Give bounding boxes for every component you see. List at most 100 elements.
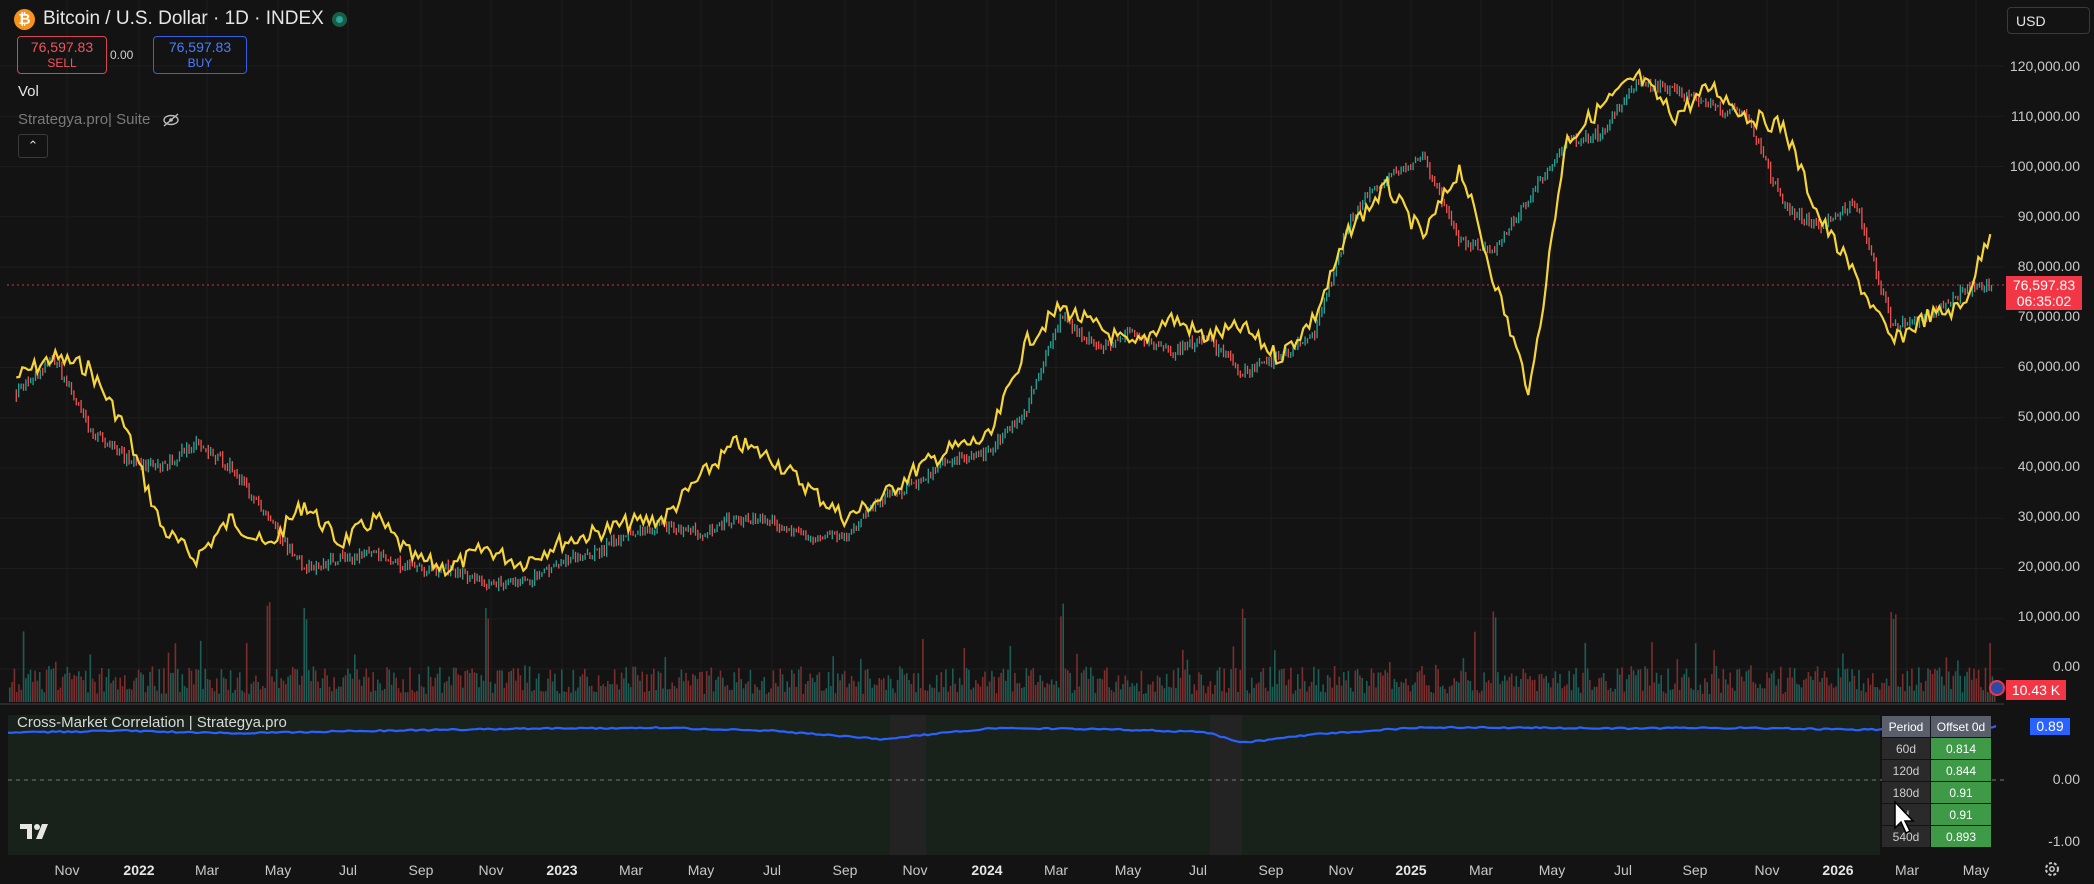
- volume-tag: 10.43 K: [2006, 680, 2066, 700]
- symbol-header[interactable]: ₿ Bitcoin / U.S. Dollar · 1D · INDEX: [14, 8, 347, 30]
- volume-bar: [1980, 686, 1982, 702]
- volume-bar: [1832, 687, 1835, 702]
- volume-bar: [811, 677, 814, 702]
- volume-bar: [1501, 680, 1504, 702]
- correlation-chart[interactable]: [0, 705, 2004, 855]
- volume-bar: [1021, 688, 1023, 702]
- volume-bar: [1244, 617, 1246, 702]
- volume-bar: [1853, 675, 1856, 702]
- volume-bar: [427, 666, 430, 702]
- volume-bar: [1044, 687, 1046, 702]
- volume-bar: [1876, 687, 1879, 702]
- currency-selector[interactable]: USD: [2007, 7, 2090, 34]
- volume-bar: [1214, 684, 1216, 702]
- settings-gear-icon[interactable]: [2044, 861, 2060, 877]
- volume-bar: [1754, 683, 1757, 702]
- volume-bar: [850, 675, 853, 702]
- volume-bar: [965, 668, 968, 702]
- volume-bar: [243, 692, 246, 702]
- volume-bar: [876, 685, 878, 702]
- volume-bar: [657, 671, 660, 702]
- volume-bar: [1101, 679, 1104, 702]
- volume-bar: [565, 691, 568, 702]
- volume-bar: [291, 666, 294, 702]
- volume-bar: [1237, 691, 1239, 702]
- volume-bar: [321, 678, 324, 702]
- volume-bar: [1869, 684, 1872, 702]
- volume-bar: [648, 690, 650, 702]
- volume-bar: [1002, 668, 1005, 702]
- volume-bar: [268, 602, 271, 702]
- volume-bar: [963, 647, 966, 702]
- sell-button[interactable]: 76,597.83 SELL: [17, 36, 107, 74]
- volume-bar: [1766, 672, 1768, 702]
- volume-bar: [1014, 672, 1016, 702]
- volume-bar: [563, 691, 565, 702]
- volume-bar: [1929, 669, 1932, 702]
- volume-bar: [1018, 682, 1021, 702]
- volume-bar: [611, 684, 614, 702]
- volume-bar: [1138, 691, 1140, 702]
- volume-bar: [1421, 666, 1423, 702]
- volume-bar: [1573, 674, 1575, 702]
- volume-bar: [1078, 686, 1081, 702]
- volume-indicator-label[interactable]: Vol: [18, 83, 39, 100]
- correlation-indicator-title[interactable]: Cross-Market Correlation | Strategya.pro: [17, 714, 287, 731]
- volume-bar: [1435, 664, 1437, 702]
- suite-indicator-label[interactable]: Strategya.pro| Suite: [18, 111, 151, 128]
- volume-bar: [664, 656, 667, 702]
- volume-bar: [1460, 670, 1462, 702]
- volume-bar: [383, 688, 386, 702]
- volume-bar: [1724, 679, 1727, 702]
- volume-bar: [1276, 684, 1278, 702]
- volume-bar: [418, 674, 420, 702]
- volume-bar: [1182, 649, 1184, 702]
- volume-bar: [1637, 669, 1639, 702]
- volume-bar: [1009, 645, 1012, 702]
- volume-bar: [696, 678, 699, 702]
- volume-bar: [1722, 668, 1725, 702]
- volume-bar: [1290, 667, 1292, 702]
- volume-bar: [1248, 693, 1251, 702]
- volume-bar: [1823, 671, 1826, 702]
- volume-bar: [351, 678, 354, 702]
- volume-bar: [922, 638, 924, 702]
- volume-bar: [423, 687, 425, 702]
- volume-bar: [319, 688, 322, 702]
- volume-bar: [883, 678, 885, 702]
- symbol-title[interactable]: Bitcoin / U.S. Dollar · 1D · INDEX: [43, 8, 324, 29]
- volume-bar: [577, 687, 579, 702]
- volume-bar: [995, 693, 998, 702]
- volume-bar: [1908, 686, 1911, 702]
- hidden-eye-icon[interactable]: [162, 112, 180, 127]
- volume-bar: [1090, 667, 1092, 702]
- volume-bar: [1016, 683, 1018, 702]
- buy-button[interactable]: 76,597.83 BUY: [153, 36, 247, 74]
- volume-bar: [1483, 672, 1485, 702]
- volume-bar: [1239, 669, 1242, 702]
- volume-bar: [1140, 670, 1143, 702]
- volume-bar: [492, 692, 494, 702]
- volume-bar: [650, 674, 653, 702]
- volume-bar: [370, 691, 372, 702]
- volume-bar: [1253, 687, 1255, 702]
- volume-bar: [1115, 681, 1117, 702]
- volume-bar: [1444, 689, 1446, 702]
- volume-bar: [848, 683, 851, 702]
- volume-bar: [1612, 691, 1614, 702]
- volume-bar: [1458, 682, 1460, 702]
- volume-bar: [1301, 667, 1304, 702]
- price-chart[interactable]: [0, 0, 2004, 703]
- tradingview-logo-icon[interactable]: [20, 821, 54, 841]
- volume-bar: [666, 689, 669, 702]
- volume-bar: [337, 686, 340, 702]
- market-status-icon[interactable]: [331, 11, 347, 27]
- suite-indicator-legend[interactable]: Strategya.pro| Suite: [18, 111, 180, 128]
- volume-bar: [841, 674, 844, 702]
- pane-separator[interactable]: [0, 703, 2004, 705]
- volume-bar: [793, 673, 795, 702]
- volume-bar: [740, 679, 742, 702]
- volume-bar: [1255, 683, 1258, 702]
- volume-bar: [1099, 678, 1101, 702]
- collapse-legend-button[interactable]: ⌃: [18, 134, 48, 158]
